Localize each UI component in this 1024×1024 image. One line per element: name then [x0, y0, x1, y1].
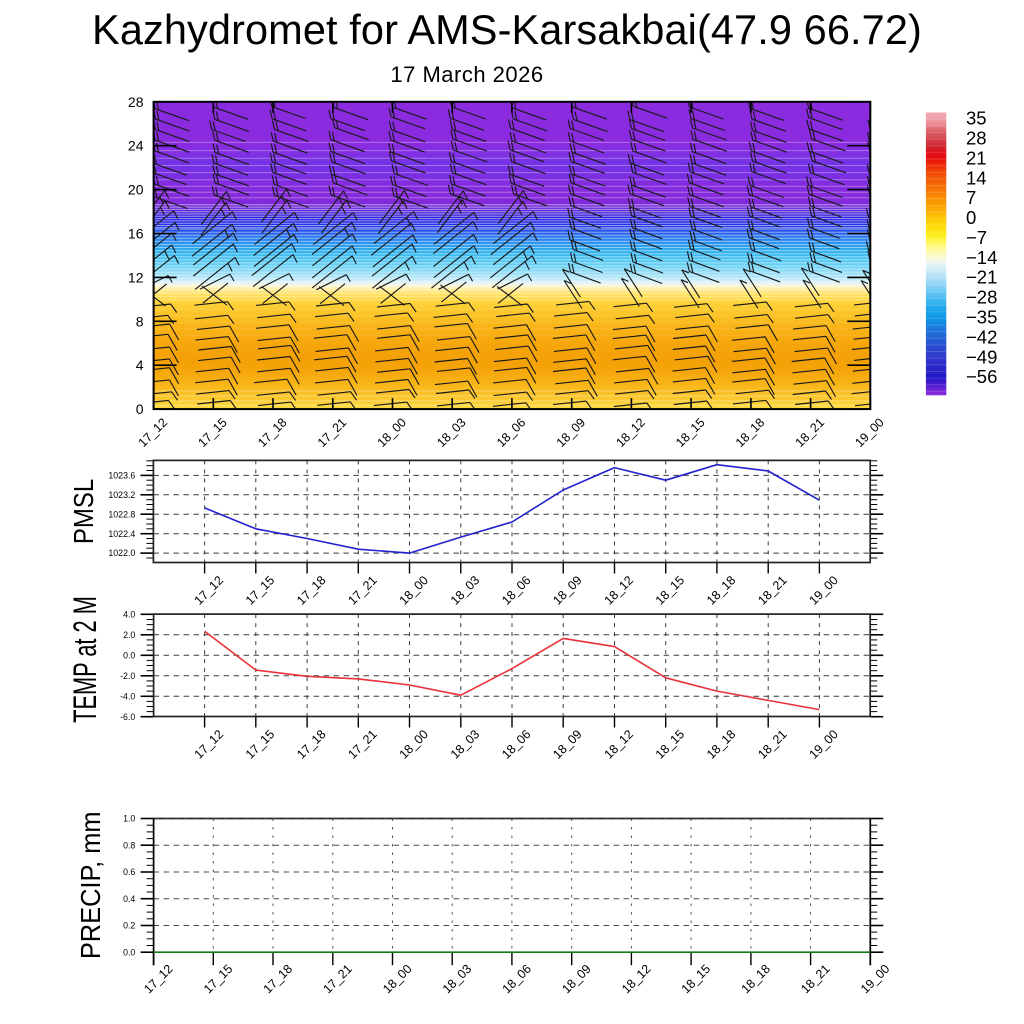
svg-text:28: 28: [128, 94, 144, 110]
svg-text:−56: −56: [966, 366, 997, 387]
svg-text:0.8: 0.8: [123, 840, 135, 850]
svg-text:TEMP at 2 M: TEMP at 2 M: [67, 596, 103, 723]
svg-text:1022.4: 1022.4: [108, 529, 135, 539]
svg-text:−49: −49: [966, 346, 997, 367]
svg-text:−42: −42: [966, 326, 997, 347]
svg-text:-4.0: -4.0: [120, 691, 135, 701]
svg-text:−21: −21: [966, 267, 997, 288]
svg-text:−7: −7: [966, 227, 987, 248]
svg-text:PMSL: PMSL: [70, 479, 100, 544]
svg-text:−28: −28: [966, 287, 997, 308]
svg-text:8: 8: [136, 313, 144, 329]
svg-text:0.0: 0.0: [123, 650, 135, 660]
svg-text:0.0: 0.0: [123, 947, 135, 957]
svg-text:−14: −14: [966, 247, 997, 268]
svg-text:1023.6: 1023.6: [108, 471, 135, 481]
svg-text:0: 0: [136, 401, 144, 417]
svg-text:−35: −35: [966, 307, 997, 328]
svg-text:7: 7: [966, 187, 976, 208]
svg-text:4: 4: [136, 357, 144, 373]
svg-text:1023.2: 1023.2: [108, 490, 135, 500]
svg-text:21: 21: [966, 148, 987, 169]
svg-text:1.0: 1.0: [123, 814, 135, 824]
svg-text:-2.0: -2.0: [120, 671, 135, 681]
svg-text:28: 28: [966, 128, 987, 149]
svg-text:4.0: 4.0: [123, 609, 135, 619]
svg-text:0.4: 0.4: [123, 894, 135, 904]
svg-text:0.2: 0.2: [123, 921, 135, 931]
svg-text:14: 14: [966, 167, 987, 188]
svg-text:PRECIP, mm: PRECIP, mm: [75, 811, 106, 959]
svg-text:Kazhydromet for AMS-Karsakbai(: Kazhydromet for AMS-Karsakbai(47.9 66.72…: [92, 6, 922, 53]
svg-text:0: 0: [966, 207, 976, 228]
svg-text:0.6: 0.6: [123, 867, 135, 877]
svg-text:12: 12: [128, 269, 144, 285]
svg-text:2.0: 2.0: [123, 630, 135, 640]
svg-text:-6.0: -6.0: [120, 712, 135, 722]
svg-text:20: 20: [128, 182, 144, 198]
svg-text:16: 16: [128, 226, 144, 242]
svg-text:24: 24: [128, 138, 144, 154]
svg-text:1022.0: 1022.0: [108, 548, 135, 558]
svg-text:1022.8: 1022.8: [108, 509, 135, 519]
svg-text:17 March 2026: 17 March 2026: [390, 62, 543, 87]
svg-text:35: 35: [966, 108, 987, 129]
